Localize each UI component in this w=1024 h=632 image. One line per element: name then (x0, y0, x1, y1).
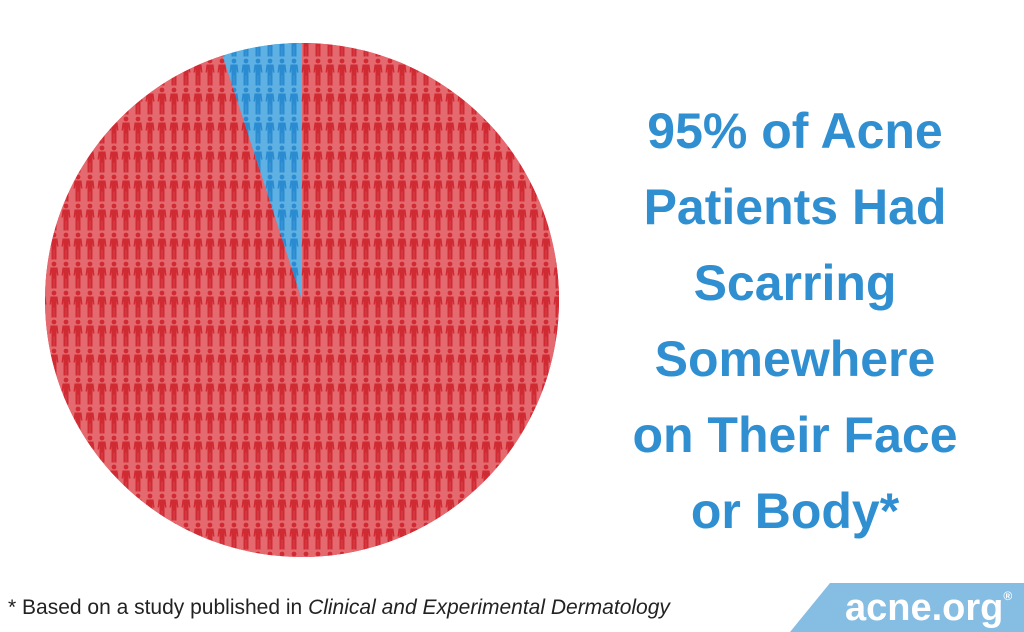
pie-slice-pattern (44, 43, 560, 557)
logo-text: acne.org (845, 587, 1003, 629)
footnote: * Based on a study published in Clinical… (8, 596, 671, 619)
footnote-text: * Based on a study published in (8, 596, 302, 619)
footnote-source: Clinical and Experimental Dermatology (308, 596, 671, 619)
pie (44, 43, 560, 557)
logo: acne.org® (845, 587, 1012, 629)
title-line: Patients Had (644, 179, 947, 235)
title-line: or Body* (691, 483, 900, 539)
logo-mark: ® (1003, 589, 1012, 603)
title-line: 95% of Acne (647, 103, 942, 159)
logo-band (790, 583, 1024, 632)
title: 95% of Acne Patients Had Scarring Somewhere… (632, 103, 957, 539)
pie-slice-pattern (222, 43, 302, 300)
title-line: on Their Face (632, 407, 957, 463)
title-line: Scarring (694, 255, 897, 311)
title-line: Somewhere (655, 331, 936, 387)
